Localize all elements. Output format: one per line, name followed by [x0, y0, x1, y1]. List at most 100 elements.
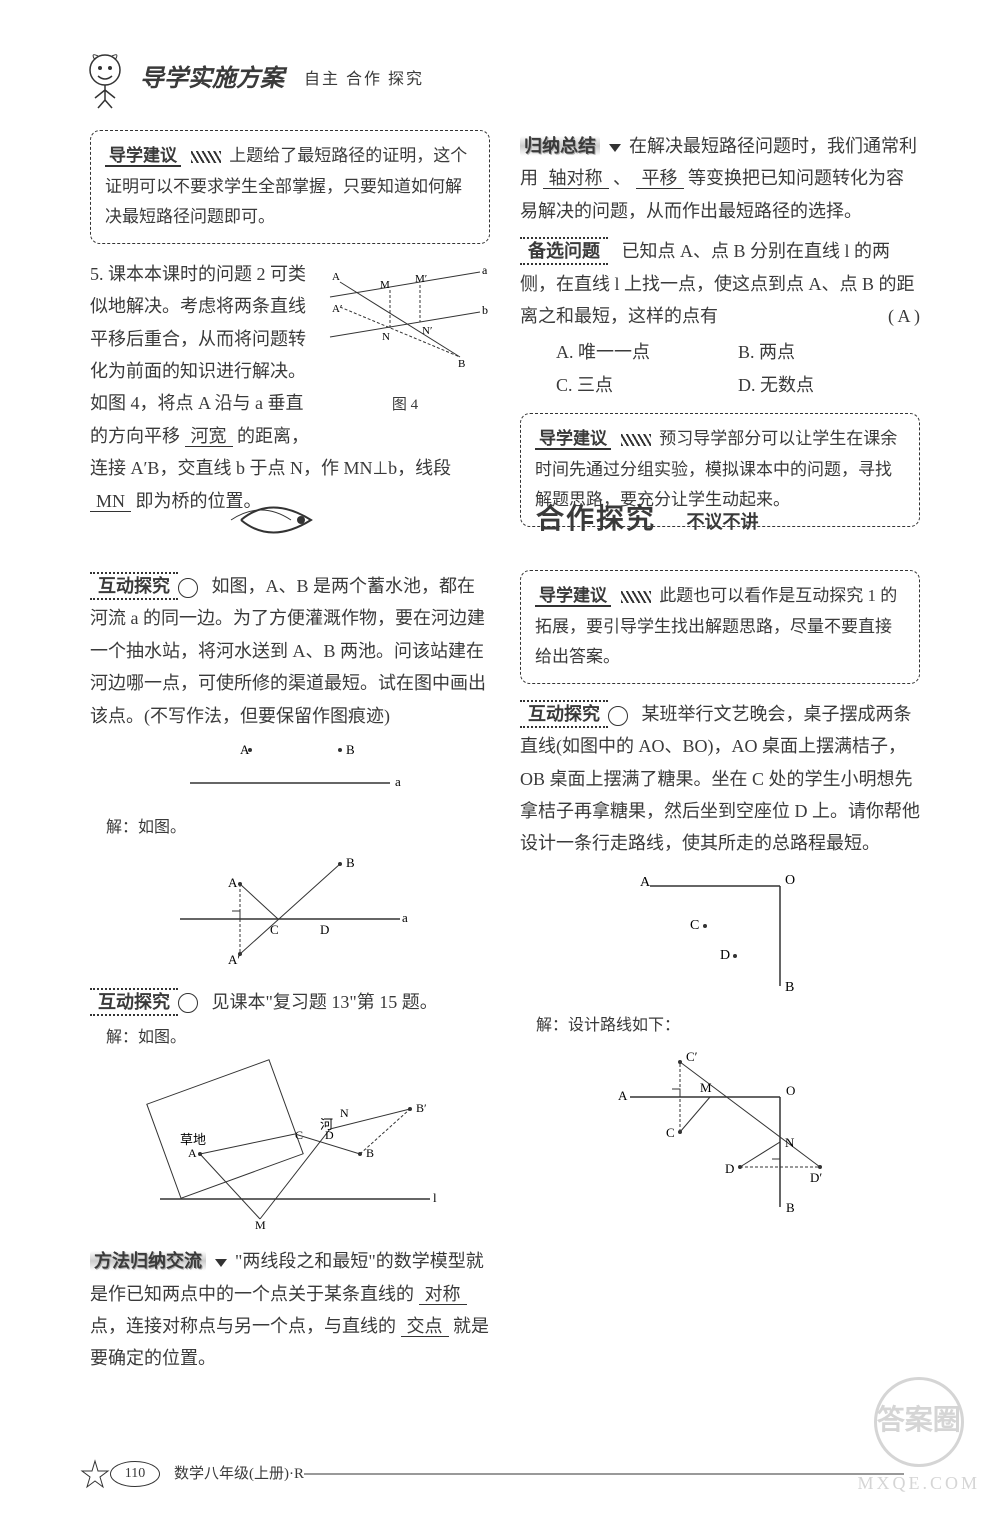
summary-block: 归纳总结 在解决最短路径问题时，我们通常利用 轴对称 、 平移 等变换把已知问题…	[520, 130, 920, 227]
svg-text:A′: A′	[332, 303, 342, 315]
beixuan-block: 备选问题 已知点 A、点 B 分别在直线 l 的两侧，在直线 l 上找一点，使这…	[520, 235, 920, 401]
beixuan-answer: ( A )	[888, 300, 920, 332]
q5-blank-1: 河宽	[185, 426, 233, 447]
svg-text:B: B	[785, 980, 794, 995]
svg-text:B′: B′	[416, 1101, 427, 1115]
watermark: 答案圈 MXQE.COM	[857, 1377, 980, 1499]
svg-text:N′: N′	[422, 325, 432, 337]
svg-text:A: A	[228, 875, 238, 890]
svg-text:M: M	[255, 1218, 266, 1229]
figure-abcd: a A B A′ C D	[90, 849, 490, 979]
svg-text:D: D	[720, 948, 730, 963]
hatch-icon	[621, 591, 651, 603]
figure-4-caption: 图 4	[320, 392, 490, 419]
svg-text:C′: C′	[686, 1049, 698, 1064]
arrow-down-icon	[215, 1259, 227, 1267]
page-header: 导学实施方案 自主 合作 探究	[80, 50, 424, 110]
hudong-2-text: 见课本"复习题 13"第 15 题。	[212, 992, 438, 1012]
page-number: 110	[110, 1461, 160, 1487]
svg-text:A: A	[188, 1146, 197, 1160]
advice-label: 导学建议	[535, 586, 611, 607]
summary-label: 归纳总结	[520, 136, 600, 156]
svg-text:A: A	[240, 742, 250, 757]
svg-text:N: N	[382, 331, 390, 343]
method-mid: 点，连接对称点与另一个点，与直线的	[90, 1316, 396, 1336]
svg-text:C: C	[270, 922, 279, 937]
advice-label: 导学建议	[535, 429, 611, 450]
banner-title: 合作探究	[536, 504, 656, 535]
hudong-label: 互动探究	[90, 990, 178, 1014]
option-a: A. 唯一一点	[556, 336, 738, 368]
left-bottom-column: 互动探究 如图，A、B 是两个蓄水池，都在河流 a 的同一边。为了方便灌溉作物，…	[90, 570, 490, 1375]
advice-box-1: 导学建议 上题给了最短路径的证明，这个证明可以不要求学生全部掌握，只要知道如何解…	[90, 130, 490, 244]
question-5: a b A A′ M M′ N N′ B 图 4 5. 课本本课时的问题 2 可…	[90, 258, 490, 517]
svg-text:B: B	[346, 855, 355, 870]
method-blank-1: 对称	[419, 1284, 467, 1305]
svg-text:M′: M′	[415, 273, 427, 285]
circle-icon	[178, 993, 198, 1013]
svg-text:B: B	[786, 1200, 795, 1215]
banner-subtitle: 不议不讲	[687, 512, 759, 532]
hudong-label: 互动探究	[520, 702, 608, 726]
option-d: D. 无数点	[738, 369, 920, 401]
solution-2-label: 解：如图。	[106, 1024, 490, 1053]
q5-text-pre: 5. 课本本课时的问题 2 可类似地解决。考虑将两条直线平移后重合，从而将问题转…	[90, 264, 306, 446]
figure-ab: A B a	[90, 738, 490, 808]
option-b: B. 两点	[738, 336, 920, 368]
svg-text:C: C	[666, 1125, 675, 1140]
watermark-url: MXQE.COM	[857, 1467, 980, 1499]
svg-text:a: a	[395, 774, 401, 789]
footer-book: 数学八年级(上册)·R	[174, 1461, 304, 1488]
header-subtitle: 自主 合作 探究	[304, 66, 424, 95]
figure-field: l 草地 河 A B B′ M C D N	[90, 1059, 490, 1239]
svg-text:N: N	[785, 1135, 795, 1150]
circle-icon	[608, 706, 628, 726]
option-c: C. 三点	[556, 369, 738, 401]
summary-sep: 、	[613, 168, 631, 188]
hudong-2: 互动探究 见课本"复习题 13"第 15 题。	[90, 986, 490, 1018]
hudong-1: 互动探究 如图，A、B 是两个蓄水池，都在河流 a 的同一边。为了方便灌溉作物，…	[90, 570, 490, 732]
svg-text:M: M	[380, 279, 390, 291]
svg-text:B: B	[458, 358, 465, 370]
svg-text:b: b	[482, 303, 488, 317]
right-top-column: 归纳总结 在解决最短路径问题时，我们通常利用 轴对称 、 平移 等变换把已知问题…	[520, 130, 920, 541]
svg-text:a: a	[482, 263, 488, 277]
svg-text:D: D	[725, 1161, 734, 1176]
summary-blank-2: 平移	[636, 168, 684, 189]
svg-text:O: O	[785, 873, 795, 888]
svg-text:D: D	[320, 922, 329, 937]
header-title: 导学实施方案	[140, 58, 284, 101]
svg-text:a: a	[402, 910, 408, 925]
svg-text:A: A	[332, 271, 340, 283]
hudong-3: 互动探究 某班举行文艺晚会，桌子摆成两条直线(如图中的 AO、BO)，AO 桌面…	[520, 698, 920, 860]
circle-icon	[178, 578, 198, 598]
svg-text:A: A	[640, 875, 651, 890]
svg-text:草地: 草地	[180, 1132, 206, 1147]
svg-text:D′: D′	[810, 1170, 822, 1185]
advice-box-3: 导学建议 此题也可以看作是互动探究 1 的拓展，要引导学生找出解题思路，尽量不要…	[520, 570, 920, 684]
figure-aobcd-1: A O B C D	[520, 866, 920, 1006]
watermark-circle: 答案圈	[874, 1377, 964, 1467]
beixuan-options: A. 唯一一点 B. 两点 C. 三点 D. 无数点	[556, 336, 920, 401]
svg-text:D: D	[325, 1128, 334, 1142]
footer-star-icon	[80, 1459, 110, 1489]
summary-blank-1: 轴对称	[543, 168, 609, 189]
svg-text:N: N	[340, 1106, 349, 1120]
section-banner: 合作探究 不议不讲	[0, 490, 1000, 567]
footer-rule-icon	[304, 1471, 904, 1477]
svg-text:B: B	[346, 742, 355, 757]
right-bottom-column: 导学建议 此题也可以看作是互动探究 1 的拓展，要引导学生找出解题思路，尽量不要…	[520, 570, 920, 1375]
figure-4: a b A A′ M M′ N N′ B 图 4	[320, 262, 490, 419]
svg-text:A′: A′	[228, 952, 240, 967]
svg-text:l: l	[433, 1190, 437, 1205]
method-block: 方法归纳交流 "两线段之和最短"的数学模型就是作已知两点中的一个点关于某条直线的…	[90, 1245, 490, 1375]
svg-text:A: A	[618, 1088, 628, 1103]
solution-3-label: 解：设计路线如下：	[536, 1012, 920, 1041]
advice-label: 导学建议	[105, 146, 181, 167]
page-footer: 110 数学八年级(上册)·R	[80, 1459, 904, 1489]
solution-1-label: 解：如图。	[106, 814, 490, 843]
svg-text:M: M	[700, 1080, 712, 1095]
method-blank-2: 交点	[401, 1316, 449, 1337]
beixuan-label: 备选问题	[520, 239, 608, 263]
arrow-down-icon	[609, 144, 621, 152]
